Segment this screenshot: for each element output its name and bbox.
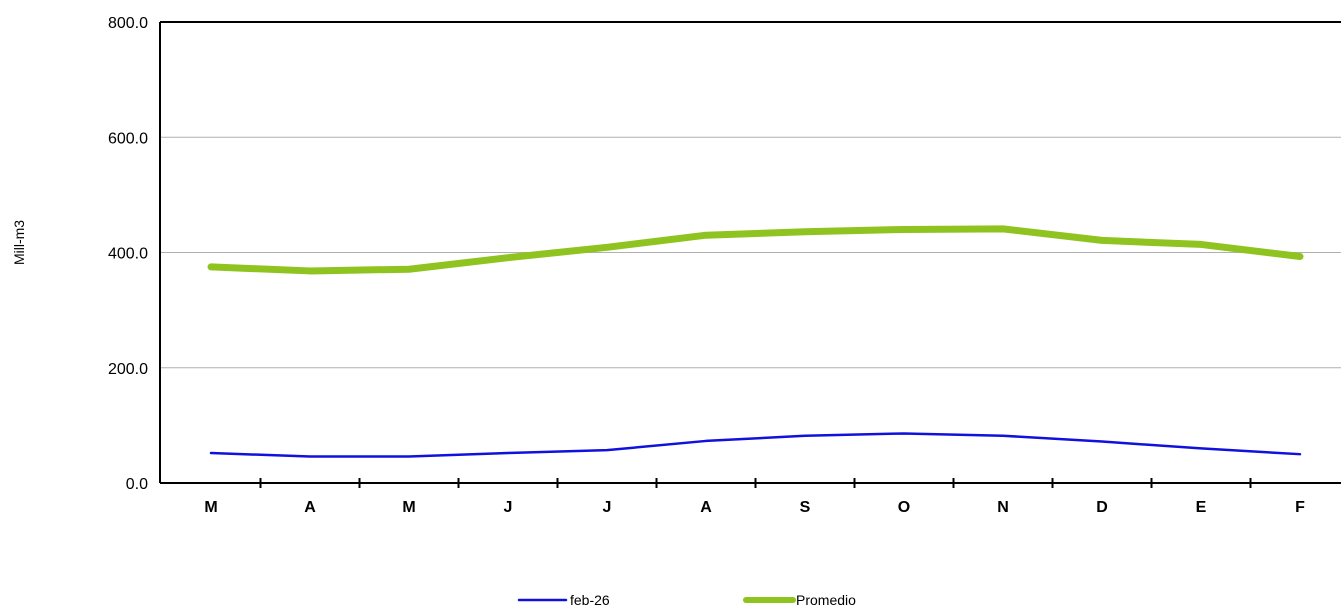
series-line-1 bbox=[207, 225, 1304, 275]
x-tick-label: F bbox=[1295, 499, 1305, 516]
y-tick-label: 400.0 bbox=[108, 246, 148, 263]
legend: feb-26 Promedio bbox=[517, 592, 856, 605]
x-tick-label: A bbox=[700, 499, 712, 516]
x-tick-label: S bbox=[800, 499, 811, 516]
x-tick-label: N bbox=[997, 499, 1009, 516]
legend-label-1: Promedio bbox=[796, 592, 856, 605]
x-tick-label: D bbox=[1096, 499, 1108, 516]
y-tick-label: 600.0 bbox=[108, 130, 148, 147]
y-tick-label: 200.0 bbox=[108, 361, 148, 378]
y-axis-label: Mill-m3 bbox=[11, 220, 27, 265]
x-tick-label: E bbox=[1196, 499, 1207, 516]
y-tick-label: 800.0 bbox=[108, 15, 148, 32]
x-tick-label: O bbox=[898, 499, 910, 516]
x-tick-label: M bbox=[402, 499, 415, 516]
y-tick-labels: 0.0 200.0 400.0 600.0 800.0 bbox=[108, 15, 148, 493]
x-tick-label: J bbox=[603, 499, 612, 516]
series-line-0 bbox=[209, 432, 1302, 458]
x-tick-label: J bbox=[504, 499, 513, 516]
axes bbox=[159, 21, 1341, 484]
gridlines bbox=[160, 21, 1341, 369]
x-tick-label: A bbox=[304, 499, 316, 516]
y-tick-label: 0.0 bbox=[126, 476, 148, 493]
series-lines bbox=[207, 225, 1304, 458]
legend-label-0: feb-26 bbox=[570, 592, 610, 605]
x-tick-label: M bbox=[204, 499, 217, 516]
